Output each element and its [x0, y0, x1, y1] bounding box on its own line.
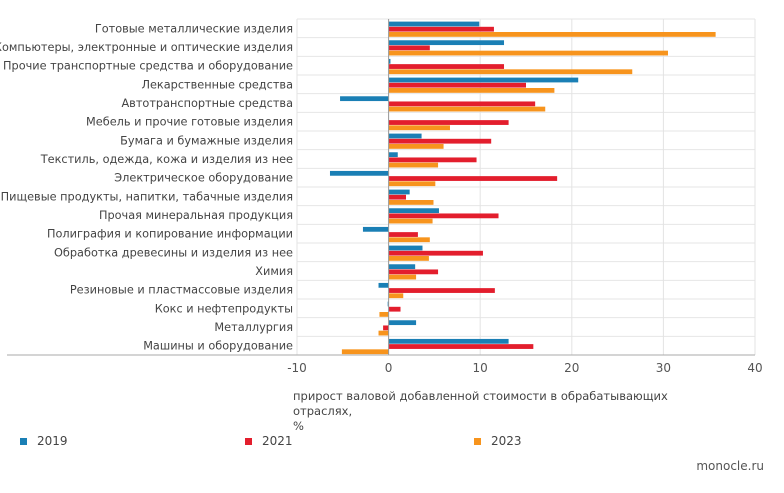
- bar-2021: [388, 176, 558, 181]
- category-label: Мебель и прочие готовые изделия: [86, 116, 293, 129]
- category-label: Пищевые продукты, напитки, табачные изде…: [1, 190, 293, 203]
- bar-2019: [388, 208, 439, 214]
- bar-2023: [388, 218, 433, 224]
- category-label: Полиграфия и копирование информации: [47, 228, 293, 241]
- category-label: Лекарственные средства: [141, 78, 293, 91]
- bar-chart: -10 0 10 20 30 40 Готовые металлические издели…: [0, 18, 763, 375]
- category-label: Электрическое оборудование: [114, 172, 293, 185]
- bar-2023: [388, 106, 546, 112]
- x-tick-label: -10: [287, 361, 307, 375]
- bar-2023: [388, 256, 429, 261]
- bar-2023: [388, 144, 444, 149]
- bar-2019: [388, 152, 398, 158]
- bar-2023: [379, 312, 389, 317]
- category-label: Машины и оборудование: [143, 340, 293, 353]
- legend-item-2021: 2021: [245, 434, 293, 448]
- bar-2023: [388, 200, 434, 205]
- bar-2021: [388, 288, 495, 293]
- bar-2023: [388, 32, 716, 37]
- legend-swatch-2021: [245, 437, 252, 445]
- x-tick-label: 30: [656, 361, 671, 375]
- legend-swatch-2023: [474, 437, 481, 445]
- bar-2019: [378, 282, 389, 288]
- bar-2021: [388, 306, 401, 312]
- bar-2019: [388, 40, 505, 46]
- category-label: Текстиль, одежда, кожа и изделия из нее: [40, 153, 293, 166]
- bar-2021: [388, 101, 536, 107]
- legend-label-2023: 2023: [491, 434, 522, 448]
- bar-2021: [388, 64, 505, 69]
- bar-2021: [388, 269, 439, 275]
- x-axis-title: прирост валовой добавленной стоимости в …: [293, 389, 713, 434]
- bar-2023: [388, 181, 436, 187]
- x-axis-title-line-1: прирост валовой добавленной стоимости в …: [293, 389, 668, 418]
- category-label: Металлургия: [214, 321, 293, 334]
- x-tick-label: 10: [473, 361, 488, 375]
- x-tick-label: 0: [385, 361, 393, 375]
- bar-2021: [388, 82, 526, 88]
- bar-2019: [388, 245, 423, 251]
- bar-2023: [388, 237, 430, 243]
- bar-2021: [383, 325, 389, 331]
- legend-item-2023: 2023: [474, 434, 522, 448]
- category-label: Обработка древесины и изделия из нее: [54, 246, 293, 259]
- bar-2023: [388, 50, 668, 56]
- bar-2023: [388, 88, 555, 93]
- bar-2019: [388, 58, 391, 64]
- bar-2023: [388, 293, 404, 299]
- bar-2021: [388, 26, 494, 32]
- bar-2023: [388, 69, 633, 75]
- category-label: Прочие транспортные средства и оборудова…: [3, 60, 293, 73]
- bar-2023: [388, 125, 450, 131]
- category-label: Компьютеры, электронные и оптические изд…: [0, 41, 293, 54]
- category-label: Бумага и бумажные изделия: [120, 134, 293, 147]
- category-label: Резиновые и пластмассовые изделия: [70, 284, 293, 297]
- bar-2021: [388, 138, 492, 144]
- bar-2021: [388, 45, 430, 51]
- bar-2019: [329, 170, 389, 176]
- bar-2019: [388, 338, 509, 344]
- bar-2023: [388, 274, 417, 280]
- legend-item-2019: 2019: [20, 434, 68, 448]
- bar-2019: [388, 320, 417, 326]
- bar-2021: [388, 194, 407, 200]
- bar-2019: [340, 96, 389, 102]
- legend-swatch-2019: [20, 437, 27, 445]
- bar-2021: [388, 120, 509, 125]
- legend-label-2021: 2021: [262, 434, 293, 448]
- bar-2019: [362, 226, 389, 232]
- bar-2021: [388, 344, 534, 349]
- bar-2019: [388, 189, 410, 195]
- legend-label-2019: 2019: [37, 434, 68, 448]
- bar-2019: [388, 133, 422, 139]
- bar-2023: [378, 330, 389, 336]
- bar-2021: [388, 157, 477, 163]
- bar-2023: [388, 162, 439, 168]
- category-label: Готовые металлические изделия: [95, 22, 293, 35]
- category-label: Прочая минеральная продукция: [99, 209, 293, 222]
- category-label: Химия: [255, 265, 293, 278]
- bar-2021: [388, 250, 483, 256]
- bar-2019: [388, 264, 416, 270]
- category-label: Кокс и нефтепродукты: [155, 302, 293, 315]
- brand-label: monocle.ru: [696, 459, 764, 473]
- x-tick-label: 20: [564, 361, 579, 375]
- x-tick-label: 40: [747, 361, 762, 375]
- x-axis-title-line-2: %: [293, 419, 304, 433]
- bar-2021: [388, 213, 499, 219]
- bar-2019: [388, 77, 579, 83]
- category-label: Автотранспортные средства: [121, 97, 293, 110]
- bar-2021: [388, 232, 418, 237]
- bar-2019: [388, 21, 480, 27]
- bar-2023: [341, 349, 389, 355]
